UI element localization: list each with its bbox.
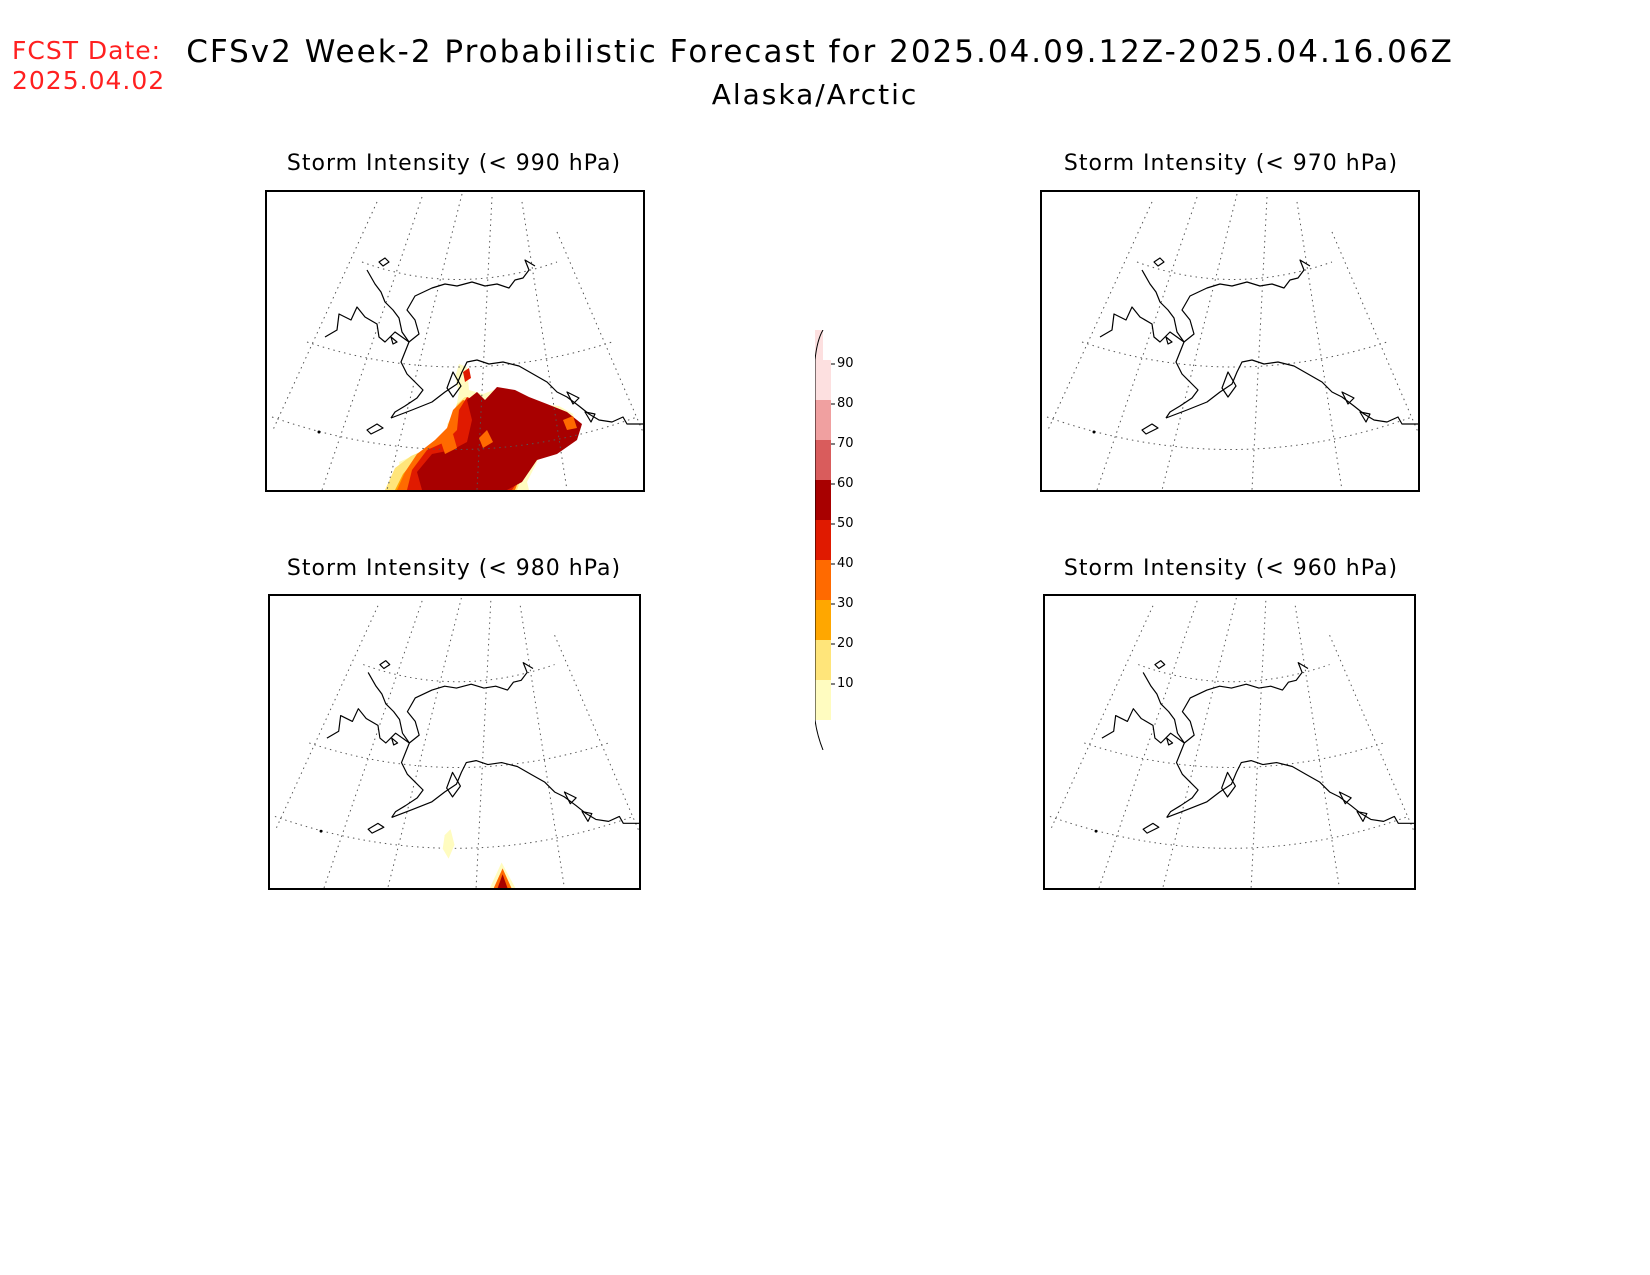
alaska-map-980 xyxy=(274,597,639,888)
page-title: CFSv2 Week-2 Probabilistic Forecast for … xyxy=(186,34,1454,70)
panel-title-960: Storm Intensity (< 960 hPa) xyxy=(1063,556,1399,581)
prob-40-spot-2 xyxy=(479,430,493,448)
forecast-date-block: FCST Date: 2025.04.02 xyxy=(12,36,165,96)
coastline xyxy=(1094,660,1414,834)
colorbar-label: 80 xyxy=(837,396,854,411)
colorbar-box-5 xyxy=(815,560,831,600)
prob-40-spot-3 xyxy=(563,416,577,430)
map-panel-960 xyxy=(1043,594,1416,890)
prob-70-area xyxy=(417,387,582,490)
graticule xyxy=(274,597,639,888)
colorbar-label: 10 xyxy=(837,676,854,691)
colorbar-label: 90 xyxy=(837,356,854,371)
prob-60-area xyxy=(497,874,508,888)
alaska-map-970 xyxy=(1046,193,1418,490)
panel-title-990: Storm Intensity (< 990 hPa) xyxy=(286,151,622,176)
coastline xyxy=(319,660,639,834)
forecast-date-value: 2025.04.02 xyxy=(12,66,166,95)
colorbar-label: 50 xyxy=(837,516,854,531)
colorbar-top-wedge xyxy=(815,330,823,360)
forecast-date-label: FCST Date: xyxy=(12,36,162,65)
colorbar-box-7 xyxy=(815,640,831,680)
colorbar-box-0 xyxy=(815,360,831,400)
colorbar-label: 40 xyxy=(837,556,854,571)
colorbar-box-2 xyxy=(815,440,831,480)
colorbar-box-1 xyxy=(815,400,831,440)
coastline xyxy=(317,257,643,435)
prob-40-spot xyxy=(441,434,457,454)
colorbar-box-8 xyxy=(815,680,831,720)
coastline xyxy=(1092,257,1418,435)
page-subtitle: Alaska/Arctic xyxy=(711,78,919,111)
map-panel-970 xyxy=(1040,190,1420,492)
prob-50-spot xyxy=(463,368,471,382)
colorbar-label: 70 xyxy=(837,436,854,451)
map-panel-980 xyxy=(268,594,641,890)
probability-colorbar: 90 80 70 60 50 40 30 20 10 xyxy=(815,330,854,750)
colorbar-box-3 xyxy=(815,480,831,520)
graticule xyxy=(271,193,643,490)
graticule xyxy=(1049,597,1414,888)
colorbar-box-4 xyxy=(815,520,831,560)
prob-10-area xyxy=(442,829,455,859)
colorbar-label: 60 xyxy=(837,476,854,491)
panel-title-980: Storm Intensity (< 980 hPa) xyxy=(286,556,622,581)
graticule xyxy=(1046,193,1418,490)
map-panel-990 xyxy=(265,190,645,492)
alaska-map-960 xyxy=(1049,597,1414,888)
colorbar-label: 30 xyxy=(837,596,854,611)
panel-title-970: Storm Intensity (< 970 hPa) xyxy=(1063,151,1399,176)
colorbar-box-6 xyxy=(815,600,831,640)
alaska-map-990 xyxy=(271,193,643,490)
colorbar-label: 20 xyxy=(837,636,854,651)
